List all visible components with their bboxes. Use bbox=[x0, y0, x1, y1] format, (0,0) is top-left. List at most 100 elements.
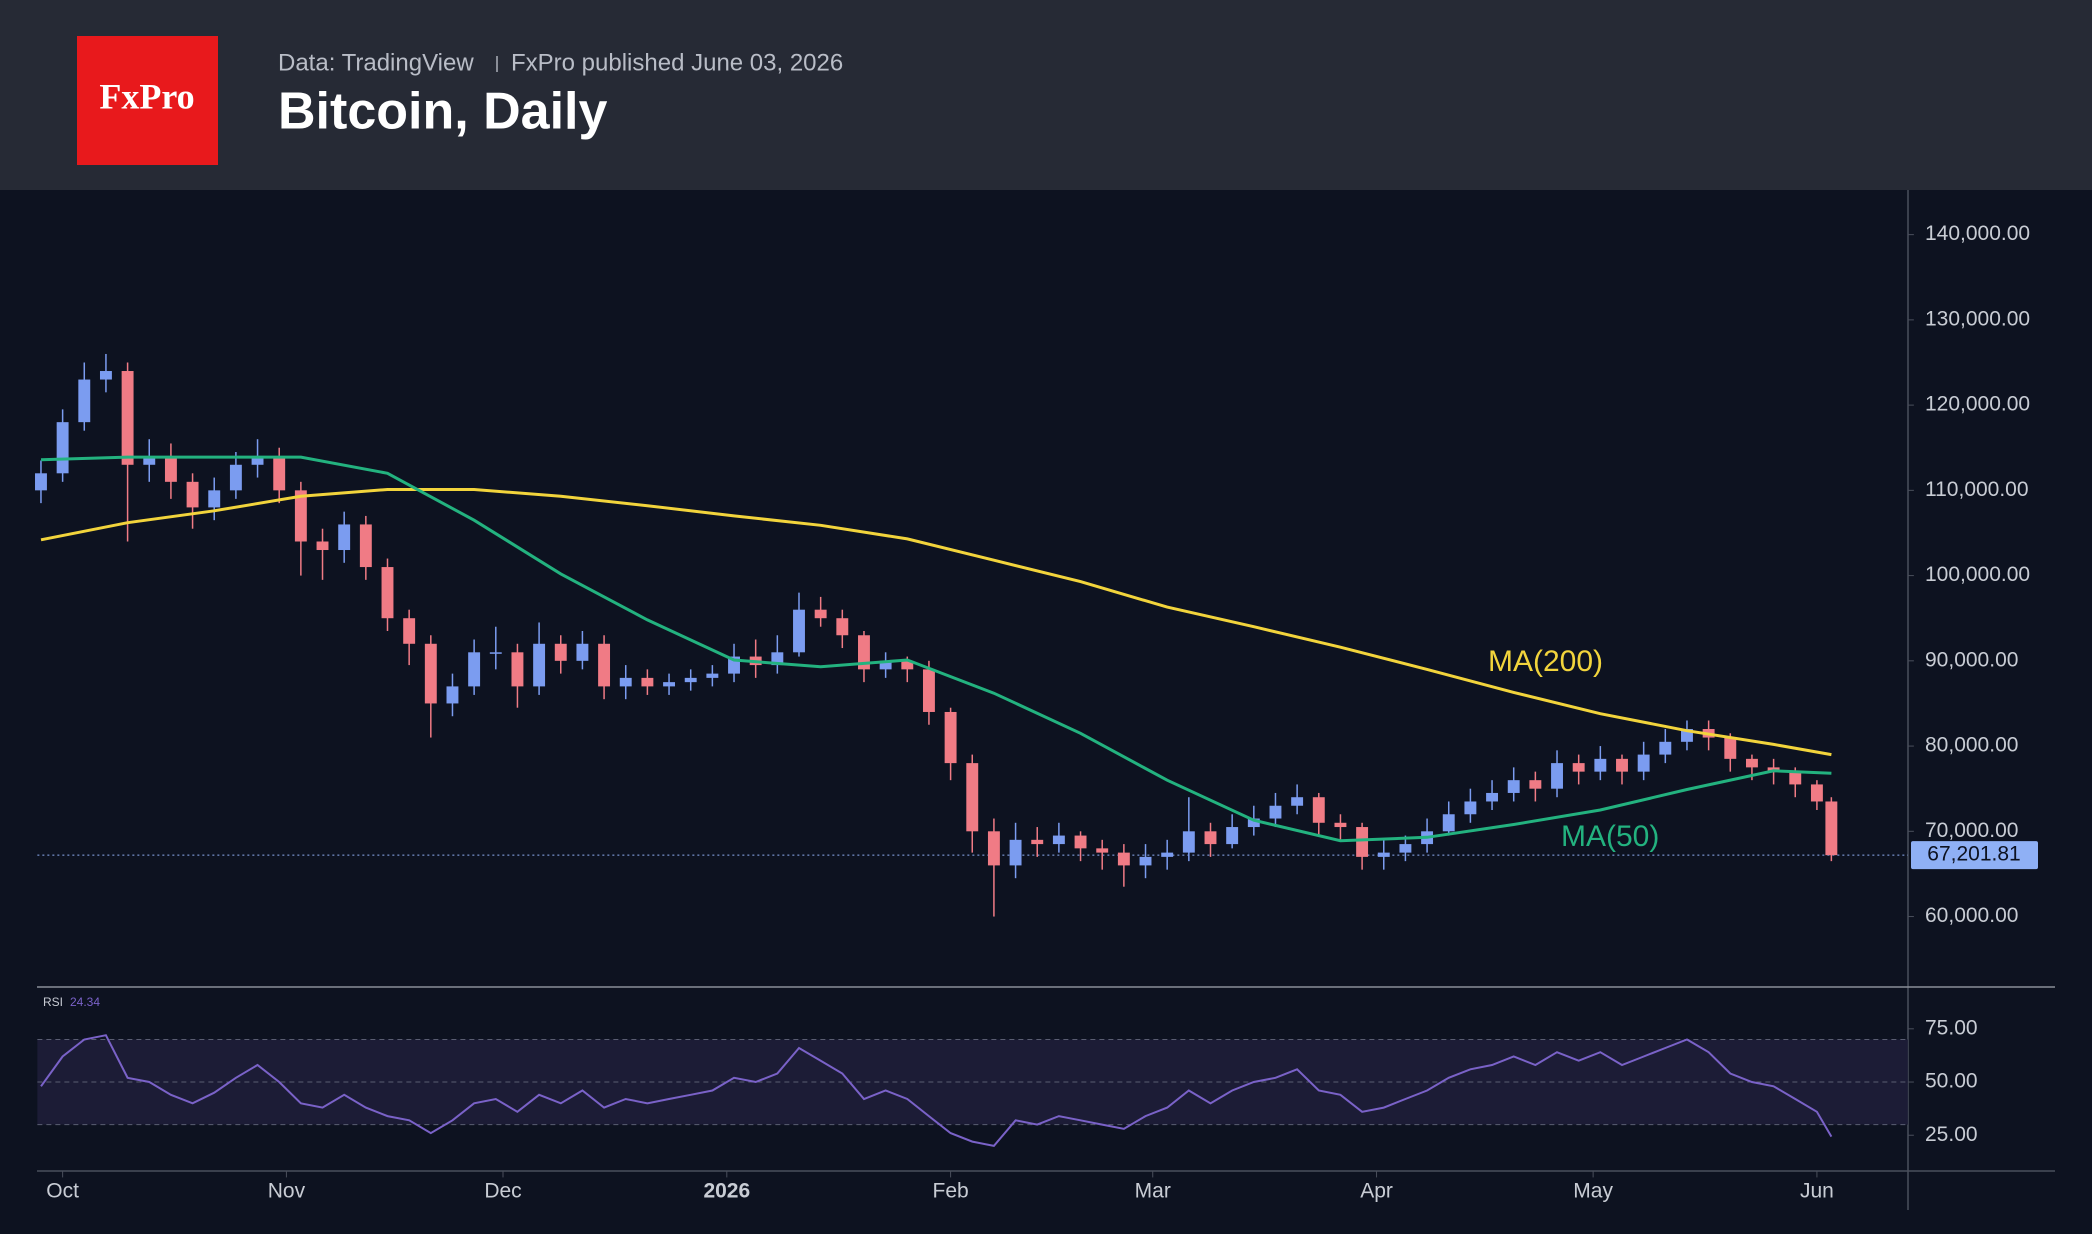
rsi-line bbox=[40, 1034, 1833, 1147]
candle-body bbox=[489, 652, 502, 654]
candle-body bbox=[1486, 792, 1499, 802]
logo-text: FxPro bbox=[99, 76, 194, 116]
candle-body bbox=[294, 490, 307, 542]
last-price-box bbox=[1911, 841, 2038, 870]
candle-body bbox=[901, 660, 914, 670]
candle-body bbox=[1117, 852, 1130, 866]
candle-body bbox=[1825, 801, 1838, 856]
legend-label: MA(200) bbox=[1488, 645, 1603, 678]
candle-body bbox=[1334, 822, 1347, 828]
subtitle: FxPro published June 03, 2026 bbox=[511, 49, 843, 76]
y-tick-label: 80,000.00 bbox=[1925, 734, 2018, 757]
candle-body bbox=[121, 371, 134, 465]
candle-body bbox=[1745, 758, 1758, 768]
y-tick-label: 25.00 bbox=[1925, 1123, 1978, 1146]
x-tick-label: Jun bbox=[1800, 1180, 1834, 1203]
candle-body bbox=[987, 831, 1000, 866]
candle-body bbox=[403, 618, 416, 644]
candle-body bbox=[533, 643, 546, 687]
candle-body bbox=[273, 456, 286, 491]
candle-body bbox=[35, 473, 47, 491]
y-tick-label: 70,000.00 bbox=[1925, 819, 2018, 842]
candle-body bbox=[728, 656, 740, 674]
x-tick-label: Oct bbox=[46, 1180, 79, 1203]
logo bbox=[77, 36, 218, 165]
candle-body bbox=[706, 673, 719, 678]
y-tick-label: 120,000.00 bbox=[1925, 393, 2030, 416]
candle-body bbox=[619, 677, 632, 687]
x-tick-label: 2026 bbox=[703, 1180, 750, 1203]
rsi-value: 24.34 bbox=[70, 995, 100, 1009]
candle-body bbox=[814, 609, 827, 619]
candle-body bbox=[1399, 844, 1412, 853]
candle-body bbox=[1789, 771, 1802, 785]
x-tick-label: Dec bbox=[484, 1180, 521, 1203]
candle-body bbox=[922, 669, 935, 712]
candle-body bbox=[598, 643, 611, 687]
x-tick-label: Mar bbox=[1135, 1180, 1171, 1203]
candle-body bbox=[78, 379, 91, 423]
candle-body bbox=[858, 635, 870, 670]
x-tick-label: Apr bbox=[1360, 1180, 1393, 1203]
y-tick-label: 90,000.00 bbox=[1925, 648, 2018, 671]
candle-body bbox=[554, 643, 567, 661]
candle-body bbox=[208, 490, 221, 508]
ma-line bbox=[40, 488, 1832, 757]
candle-body bbox=[771, 652, 784, 666]
candle-body bbox=[1572, 763, 1585, 772]
candle-body bbox=[381, 567, 394, 619]
candle-body bbox=[1009, 839, 1022, 866]
x-tick-label: May bbox=[1573, 1180, 1613, 1203]
candle-body bbox=[576, 643, 589, 661]
candle-body bbox=[1096, 848, 1109, 853]
y-tick-label: 100,000.00 bbox=[1925, 563, 2030, 586]
header bbox=[0, 0, 2092, 190]
candle-body bbox=[836, 618, 849, 636]
candle-body bbox=[1551, 763, 1563, 789]
candle-body bbox=[1139, 856, 1152, 866]
candle-body bbox=[1269, 805, 1282, 819]
chart-title: Bitcoin, Daily bbox=[278, 83, 607, 141]
candle-body bbox=[1637, 754, 1650, 772]
candle-body bbox=[1681, 729, 1693, 742]
candle-body bbox=[641, 677, 654, 687]
y-tick-label: 60,000.00 bbox=[1925, 904, 2018, 927]
candle-body bbox=[446, 686, 459, 704]
y-tick-label: 50.00 bbox=[1925, 1070, 1978, 1093]
candle-body bbox=[1724, 737, 1737, 759]
candle-body bbox=[1442, 814, 1455, 832]
y-tick-label: 140,000.00 bbox=[1925, 222, 2030, 245]
candle-body bbox=[966, 763, 979, 832]
candle-body bbox=[338, 524, 351, 551]
source: Data: TradingView bbox=[278, 49, 474, 76]
candle-body bbox=[359, 524, 372, 568]
candle-body bbox=[1377, 852, 1390, 857]
candle-body bbox=[164, 456, 177, 482]
ma-line bbox=[40, 455, 1832, 843]
x-tick-label: Feb bbox=[933, 1180, 969, 1203]
candle-body bbox=[1161, 852, 1174, 857]
candle-body bbox=[793, 609, 805, 653]
rsi-label: RSI bbox=[43, 995, 63, 1009]
candle-body bbox=[1031, 839, 1044, 845]
candle-body bbox=[1226, 827, 1239, 845]
y-tick-label: 130,000.00 bbox=[1925, 307, 2030, 330]
candle-body bbox=[1529, 780, 1542, 789]
candle-body bbox=[1312, 797, 1325, 823]
candle-body bbox=[316, 541, 329, 551]
legend-label: MA(50) bbox=[1561, 820, 1659, 853]
candle-body bbox=[1810, 784, 1823, 802]
candle-body bbox=[879, 660, 892, 670]
candle-body bbox=[251, 456, 264, 465]
candle-body bbox=[1182, 831, 1195, 853]
candle-body bbox=[468, 652, 481, 687]
candle-body bbox=[143, 456, 156, 465]
candle-body bbox=[1291, 797, 1304, 806]
candle-body bbox=[511, 652, 524, 687]
candle-body bbox=[684, 677, 697, 683]
candle-body bbox=[186, 481, 199, 508]
candle-body bbox=[424, 643, 437, 704]
candle-body bbox=[1356, 827, 1369, 857]
